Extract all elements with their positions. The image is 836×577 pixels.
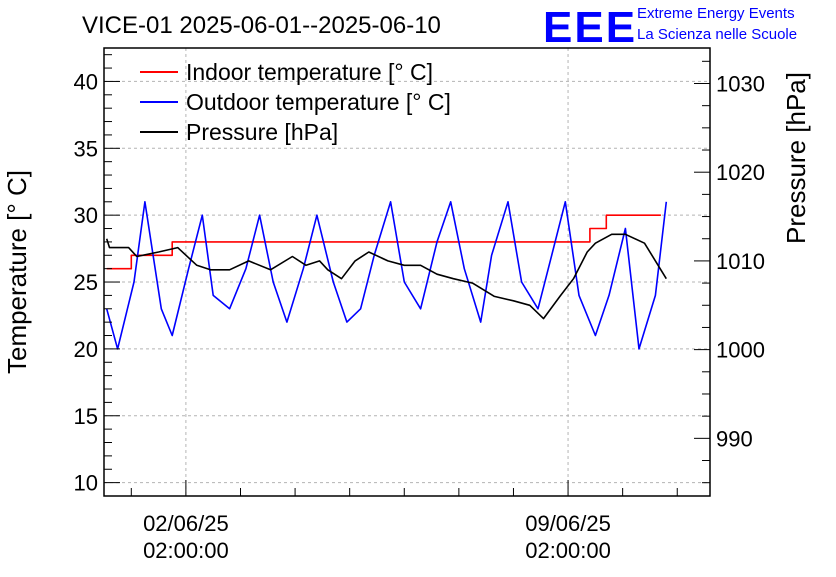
legend-label-1: Outdoor temperature [° C] <box>186 89 451 115</box>
y-tick-label: 40 <box>74 69 98 94</box>
legend-label-0: Indoor temperature [° C] <box>186 59 433 85</box>
legend: Indoor temperature [° C] Outdoor temperat… <box>140 59 451 145</box>
logo-line2: La Scienza nelle Scuole <box>637 26 797 43</box>
logo-line1: Extreme Energy Events <box>637 5 795 22</box>
x-tick-label-time: 02:00:00 <box>143 538 229 563</box>
series-line-1 <box>105 201 668 350</box>
y-tick-label: 15 <box>74 404 98 429</box>
y2-tick-label: 1020 <box>716 160 765 185</box>
eee-logo: EEE Extreme Energy Events La Scienza nel… <box>543 3 797 52</box>
plot-frame <box>103 47 711 497</box>
logo-letters: EEE <box>543 3 637 52</box>
x-tick-label-date: 09/06/25 <box>525 511 611 536</box>
y2-tick-label: 990 <box>716 426 753 451</box>
y-axis-label: Temperature [° C] <box>2 170 32 374</box>
legend-label-2: Pressure [hPa] <box>186 119 338 145</box>
y-tick-label: 20 <box>74 337 98 362</box>
y2-tick-label: 1000 <box>716 338 765 363</box>
y-tick-label: 10 <box>74 471 98 496</box>
chart-title: VICE-01 2025-06-01--2025-06-10 <box>82 12 441 39</box>
series-line-2 <box>105 233 667 320</box>
x-tick-label-date: 02/06/25 <box>143 511 229 536</box>
y2-axis-label: Pressure [hPa] <box>781 72 811 244</box>
x-tick-label-time: 02:00:00 <box>525 538 611 563</box>
y-tick-label: 35 <box>74 136 98 161</box>
data-series <box>105 201 668 350</box>
y2-tick-label: 1010 <box>716 249 765 274</box>
y2-tick-label: 1030 <box>716 71 765 96</box>
series-line-0 <box>106 214 661 270</box>
y-tick-label: 25 <box>74 270 98 295</box>
y-tick-label: 30 <box>74 203 98 228</box>
axes: 10 15 20 25 30 35 40 990 1000 1010 1020 1030 02/06/2… <box>74 47 765 563</box>
